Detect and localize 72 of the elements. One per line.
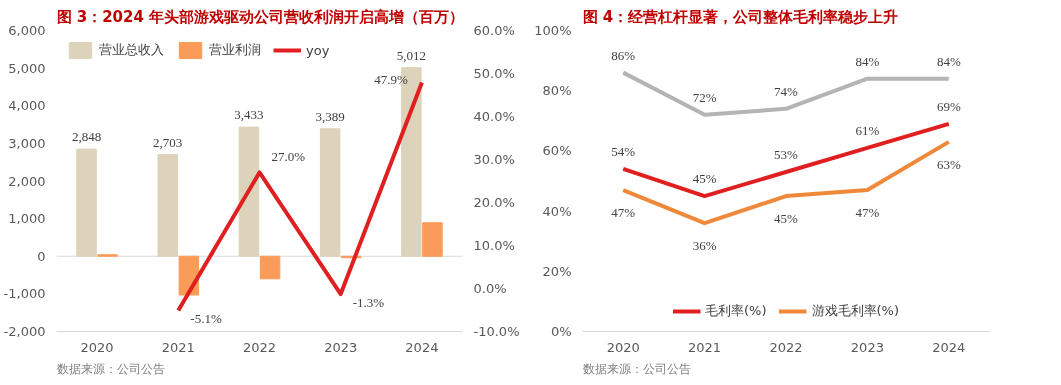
data-label: 54%: [611, 143, 636, 159]
y2-tick-label: 40.0%: [473, 109, 515, 124]
source-note: 数据来源：公司公告: [56, 361, 165, 376]
bar: [259, 255, 281, 280]
legend-label: yoy: [306, 42, 330, 58]
x-tick-label: 2020: [80, 339, 114, 355]
x-tick-label: 2024: [932, 339, 966, 355]
y-tick-label: 0%: [550, 324, 572, 339]
data-label: 3,389: [315, 108, 345, 124]
legend-label: 营业利润: [209, 41, 261, 59]
data-label: 27.0%: [271, 149, 306, 165]
chart-title: 图 3：2024 年头部游戏驱动公司营收利润开启高增（百万）: [56, 7, 465, 26]
data-label: 61%: [855, 122, 880, 138]
y-tick-label: 60%: [542, 143, 572, 159]
y-tick-label: 1,000: [8, 211, 46, 227]
x-tick-label: 2023: [850, 339, 884, 355]
bar: [238, 126, 260, 257]
data-label: 86%: [611, 47, 636, 63]
y2-tick-label: 10.0%: [473, 238, 515, 253]
data-label: 72%: [692, 89, 717, 105]
y2-tick-label: 50.0%: [473, 66, 515, 81]
y-tick-label: 80%: [542, 83, 572, 99]
y-tick-label: -1,000: [3, 286, 46, 302]
data-label: 84%: [855, 53, 880, 69]
y-tick-label: 2,000: [8, 173, 46, 189]
y-tick-label: -2,000: [3, 324, 46, 339]
data-label: 47%: [611, 205, 636, 221]
y-tick-label: 100%: [534, 23, 572, 38]
data-label: 3,433: [234, 107, 264, 123]
y2-tick-label: 20.0%: [473, 195, 515, 210]
y2-tick-label: 60.0%: [473, 23, 515, 38]
data-label: 74%: [774, 83, 799, 99]
data-label: 45%: [692, 171, 717, 187]
data-label: 47.9%: [374, 71, 409, 87]
data-label: 5,012: [396, 47, 426, 63]
y2-tick-label: -10.0%: [473, 324, 520, 339]
data-label: -1.3%: [352, 295, 385, 311]
y2-tick-label: 0.0%: [473, 281, 507, 296]
data-label: 36%: [692, 238, 717, 254]
x-tick-label: 2021: [161, 339, 195, 355]
data-label: 47%: [855, 205, 880, 221]
x-tick-label: 2024: [405, 339, 439, 355]
x-tick-label: 2022: [242, 339, 277, 355]
y-tick-label: 20%: [542, 263, 572, 279]
data-label: 69%: [936, 98, 961, 114]
data-label: 45%: [774, 211, 799, 227]
y-tick-label: 6,000: [8, 23, 46, 38]
source-note: 数据来源：公司公告: [582, 361, 691, 376]
y-tick-label: 3,000: [8, 135, 46, 151]
data-label: 2,703: [153, 134, 183, 150]
data-label: 63%: [936, 156, 961, 172]
bar: [422, 222, 443, 257]
bar: [319, 128, 341, 257]
bar: [76, 148, 97, 257]
x-tick-label: 2022: [769, 339, 803, 355]
x-tick-label: 2020: [606, 339, 640, 355]
data-label: 53%: [774, 146, 799, 162]
y-tick-label: 40%: [542, 203, 572, 219]
y2-tick-label: 30.0%: [473, 152, 515, 167]
y-tick-label: 0: [37, 248, 46, 264]
y-tick-label: 4,000: [8, 98, 46, 114]
x-tick-label: 2021: [688, 339, 722, 355]
x-tick-label: 2023: [324, 339, 358, 355]
legend-label: 毛利率(%): [705, 302, 767, 320]
data-label: 2,848: [71, 129, 102, 145]
bar: [157, 154, 178, 257]
data-label: -5.1%: [190, 311, 222, 327]
legend-label: 营业总收入: [99, 41, 164, 59]
legend-label: 游戏毛利率(%): [811, 302, 899, 320]
y-tick-label: 5,000: [8, 60, 46, 76]
chart-title: 图 4：经营杠杆显著，公司整体毛利率稳步上升: [582, 7, 899, 26]
data-label: 84%: [936, 53, 961, 69]
